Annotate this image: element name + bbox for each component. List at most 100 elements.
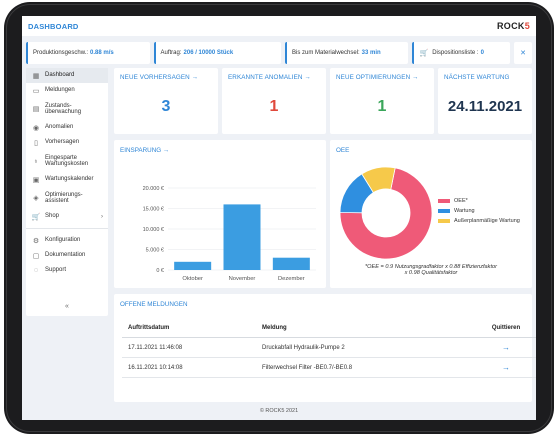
kpi-value: 1 <box>269 98 279 115</box>
kpi-card-predictions[interactable]: NEUE VORHERSAGEN → 3 <box>114 68 218 134</box>
sidebar-item-konfiguration[interactable]: ⚙ Konfiguration <box>26 233 108 248</box>
kpi-card-anomalies[interactable]: ERKANNTE ANOMALIEN → 1 <box>222 68 326 134</box>
message-text: Druckabfall Hydraulik-Pumpe 2 <box>262 344 345 351</box>
calendar-icon: ▣ <box>32 176 40 184</box>
kpi-title: NEUE OPTIMIERUNGEN → <box>336 74 419 81</box>
kpi-card-optimizations[interactable]: NEUE OPTIMIERUNGEN → 1 <box>330 68 434 134</box>
oee-donut-chart <box>339 166 433 260</box>
sidebar-item-dashboard[interactable]: ▦ Dashboard <box>26 68 108 83</box>
legend-swatch <box>438 199 450 203</box>
status-value: 33 min <box>361 50 381 56</box>
chevron-right-icon: › <box>101 213 103 220</box>
sidebar-item-dokumentation[interactable]: ▢ Dokumentation <box>26 248 108 263</box>
sidebar-item-label: Konfiguration <box>45 237 81 244</box>
legend-ausserplanmaessige-wartung: Außerplanmäßige Wartung <box>438 218 520 224</box>
arrow-right-icon: → <box>191 74 199 81</box>
savings-bar-chart: 0 € 5.000 € 10.000 € 15.000 € 20.000 € Oktobe… <box>143 186 316 282</box>
kpi-value: 24.11.2021 <box>447 98 523 115</box>
sidebar-item-eingesparte-wartungskosten[interactable]: ♁ Eingesparte Wartungskosten <box>26 150 108 172</box>
logo-accent: 5 <box>524 21 530 31</box>
x-tick-label: November <box>229 276 256 282</box>
sidebar-item-vorhersagen[interactable]: ▯ Vorhersagen <box>26 135 108 150</box>
y-tick-label: 10.000 € <box>143 227 164 233</box>
y-tick-label: 15.000 € <box>143 207 164 213</box>
message-date: 16.11.2021 10:14:08 <box>128 364 183 371</box>
clipboard-icon: ▤ <box>32 106 40 113</box>
bar-november <box>223 204 261 270</box>
status-value: 206 / 10000 Stück <box>183 50 234 56</box>
oee-panel: OEE *OEE = 0.9 Nutzungsgradfaktor x 0.88… <box>330 140 532 288</box>
status-label: Auftrag: <box>160 50 182 56</box>
table-row: 16.11.2021 10:14:08 Filterwechsel Filter… <box>122 358 536 378</box>
status-label: Dispositionsliste : <box>432 50 479 56</box>
messages-table-header: Auftrittsdatum Meldung Quittieren <box>122 318 536 338</box>
grid-icon: ▦ <box>32 72 40 80</box>
oee-title: OEE <box>336 147 350 154</box>
gear-icon: ⚙ <box>32 237 40 245</box>
arrow-right-icon: → <box>162 147 170 154</box>
status-material-change: Bis zum Materialwechsel: 33 min <box>284 42 409 64</box>
close-icon[interactable]: ✕ <box>514 42 533 64</box>
legend-swatch <box>438 209 450 213</box>
message-date: 17.11.2021 11:46:08 <box>128 344 183 351</box>
sidebar-item-support[interactable]: ◌ Support <box>26 263 108 278</box>
piggy-bank-icon: ♁ <box>33 157 39 165</box>
sidebar-item-label: Support <box>45 267 67 274</box>
status-production-speed: Produktionsgeschw.: 0.88 m/s <box>26 42 150 64</box>
chat-icon: ◌ <box>33 267 39 274</box>
sidebar-item-label: Anomalien <box>45 124 74 131</box>
sidebar-item-label: Zustands- überwachung <box>45 102 82 115</box>
acknowledge-arrow-icon[interactable]: → <box>502 363 510 372</box>
sidebar-item-label: Dashboard <box>45 72 75 79</box>
savings-title[interactable]: EINSPARUNG → <box>120 147 170 154</box>
tablet-frame: DASHBOARD ROCK5 Produktionsgeschw.: 0.88… <box>4 2 554 434</box>
x-tick-label: Oktober <box>182 276 203 282</box>
sidebar-item-wartungskalender[interactable]: ▣ Wartungskalender <box>26 172 108 187</box>
status-dispo-list[interactable]: 🛒 Dispositionsliste : 0 <box>412 42 511 64</box>
sidebar-item-meldungen[interactable]: ▭ Meldungen <box>26 83 108 98</box>
page-title: DASHBOARD <box>28 21 79 31</box>
status-value: 0.88 m/s <box>90 50 114 56</box>
acknowledge-arrow-icon[interactable]: → <box>502 343 510 352</box>
column-header-message: Meldung <box>262 324 287 331</box>
wizard-icon: ◈ <box>33 195 39 202</box>
sidebar-item-label: Dokumentation <box>45 252 86 259</box>
oee-footnote: *OEE = 0.9 Nutzungsgradfaktor x 0.88 Eff… <box>365 264 497 276</box>
tablet-bezel <box>6 4 552 432</box>
cart-icon: 🛒 <box>31 213 41 221</box>
collapse-sidebar-button[interactable]: « <box>65 303 69 310</box>
status-bar: Produktionsgeschw.: 0.88 m/s Auftrag: 20… <box>26 42 533 64</box>
x-tick-label: Dezember <box>278 276 305 282</box>
sidebar-item-label: Shop <box>45 213 60 220</box>
column-header-acknowledge: Quittieren <box>491 324 521 331</box>
document-icon: ▢ <box>32 252 40 260</box>
eye-icon: ◉ <box>32 124 40 132</box>
y-tick-label: 0 € <box>156 268 164 274</box>
legend-wartung: Wartung <box>438 208 475 214</box>
kpi-card-next-maintenance[interactable]: NÄCHSTE WARTUNG 24.11.2021 <box>438 68 532 134</box>
status-order: Auftrag: 206 / 10000 Stück <box>153 42 281 64</box>
kpi-value: 1 <box>377 98 387 115</box>
savings-chart-panel: EINSPARUNG → 0 € 5.000 € 10.000 € 15.000 € 2… <box>114 140 326 288</box>
bookmark-icon: ▯ <box>34 139 38 147</box>
open-messages-panel: OFFENE MELDUNGEN <box>114 294 532 402</box>
brand-logo[interactable]: ROCK5 <box>497 21 530 31</box>
y-tick-label: 20.000 € <box>143 186 164 192</box>
sidebar-item-optimierungsassistent[interactable]: ◈ Optimierungs- assistent <box>26 187 108 209</box>
header-bar: DASHBOARD ROCK5 <box>22 16 536 36</box>
sidebar: ▦ Dashboard ▭ Meldungen ▤ Zustands- über… <box>26 68 108 316</box>
messages-icon: ▭ <box>32 87 40 95</box>
sidebar-item-label: Eingesparte Wartungskosten <box>45 154 89 167</box>
sidebar-item-shop[interactable]: 🛒 Shop › <box>26 209 108 224</box>
app-screen: DASHBOARD ROCK5 Produktionsgeschw.: 0.88… <box>22 16 536 420</box>
sidebar-item-label: Optimierungs- assistent <box>45 191 83 204</box>
logo-text: ROCK <box>496 21 525 31</box>
kpi-title: NÄCHSTE WARTUNG <box>444 74 510 81</box>
donut-slice-2 <box>361 166 396 194</box>
sidebar-item-zustandsueberwachung[interactable]: ▤ Zustands- überwachung <box>26 98 108 120</box>
legend-oee: OEE* <box>438 198 468 204</box>
column-header-date: Auftrittsdatum <box>128 324 170 331</box>
legend-swatch <box>438 219 450 223</box>
bar-dezember <box>272 257 310 270</box>
sidebar-item-anomalien[interactable]: ◉ Anomalien <box>26 120 108 135</box>
